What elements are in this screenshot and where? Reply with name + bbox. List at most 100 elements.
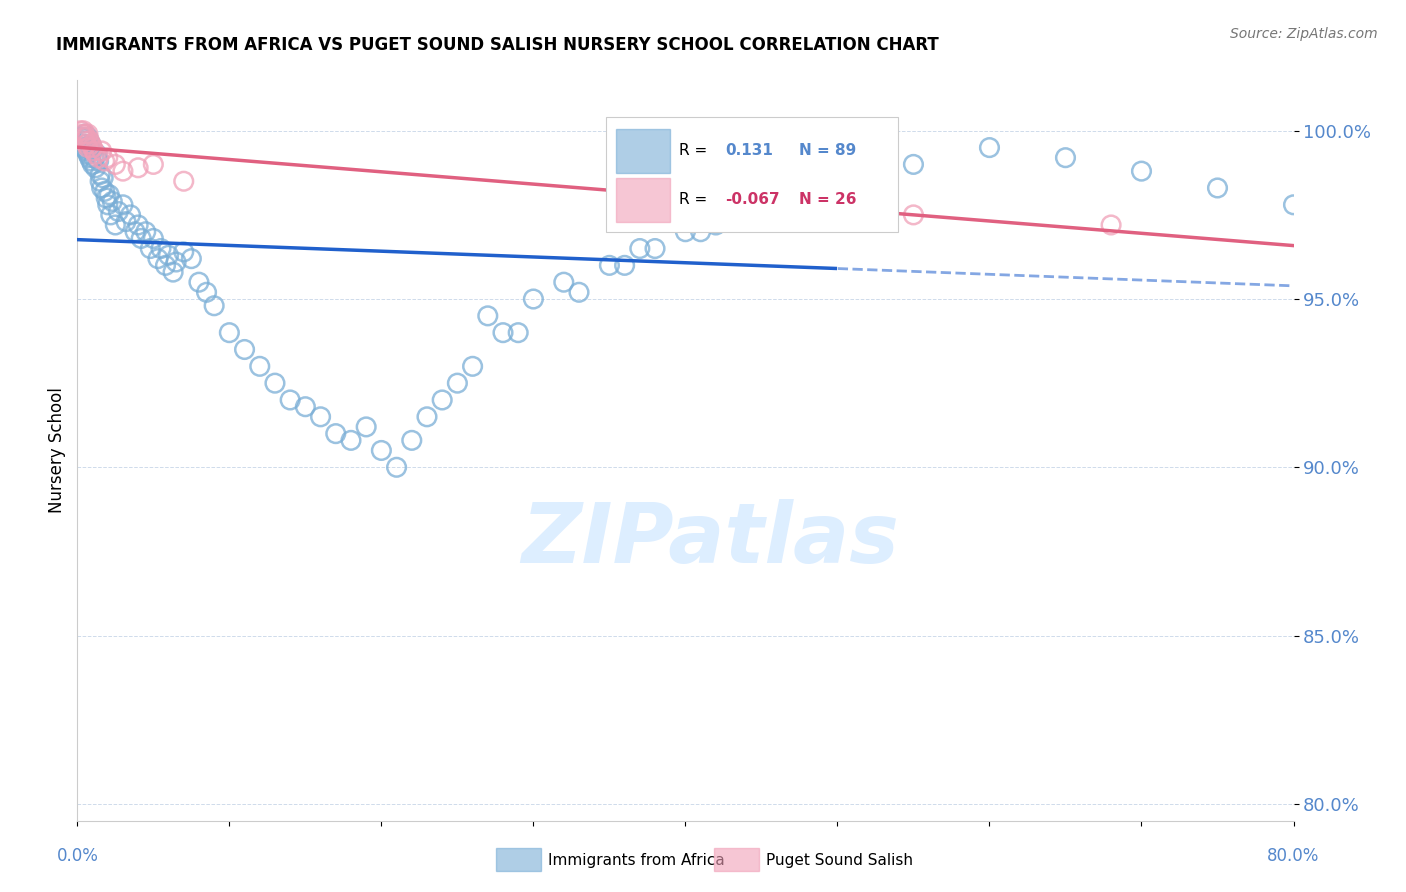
Point: [90, 144, 112, 158]
Point: [903, 157, 925, 171]
Text: 0.0%: 0.0%: [56, 847, 98, 865]
Point: [142, 157, 165, 171]
Text: Puget Sound Salish: Puget Sound Salish: [766, 854, 914, 868]
FancyBboxPatch shape: [616, 178, 669, 222]
Point: [82, 157, 104, 171]
Point: [568, 285, 591, 300]
Point: [104, 157, 127, 171]
Point: [75, 134, 97, 148]
Point: [80, 154, 103, 169]
Point: [142, 231, 165, 245]
Point: [70, 130, 93, 145]
Point: [162, 265, 184, 279]
Point: [202, 299, 225, 313]
Point: [82, 140, 104, 154]
Text: Source: ZipAtlas.com: Source: ZipAtlas.com: [1230, 27, 1378, 41]
Point: [827, 174, 849, 188]
Point: [1054, 151, 1077, 165]
Point: [1130, 164, 1153, 178]
Point: [77, 127, 100, 141]
Point: [139, 242, 162, 256]
Text: N = 26: N = 26: [799, 192, 856, 207]
Point: [72, 140, 94, 154]
Point: [188, 275, 211, 289]
Point: [86, 147, 108, 161]
Point: [79, 134, 101, 148]
Point: [278, 392, 301, 407]
Point: [79, 140, 101, 154]
Point: [1282, 198, 1305, 212]
Point: [111, 164, 134, 178]
Point: [93, 154, 115, 169]
Point: [218, 326, 240, 340]
Point: [87, 151, 110, 165]
Point: [80, 137, 103, 152]
Point: [135, 225, 157, 239]
Point: [249, 359, 271, 374]
Point: [370, 443, 392, 458]
Text: R =: R =: [679, 192, 707, 207]
Point: [89, 168, 111, 182]
Point: [70, 127, 93, 141]
Point: [104, 218, 127, 232]
Point: [903, 208, 925, 222]
Point: [675, 225, 697, 239]
Point: [979, 140, 1001, 154]
Point: [73, 127, 96, 141]
Point: [401, 434, 423, 448]
Text: 80.0%: 80.0%: [1267, 847, 1320, 865]
Point: [73, 127, 96, 141]
Point: [1099, 218, 1122, 232]
Point: [628, 242, 651, 256]
Text: IMMIGRANTS FROM AFRICA VS PUGET SOUND SALISH NURSERY SCHOOL CORRELATION CHART: IMMIGRANTS FROM AFRICA VS PUGET SOUND SA…: [56, 36, 939, 54]
Point: [82, 144, 104, 158]
Point: [124, 225, 146, 239]
Point: [127, 161, 149, 175]
Point: [101, 194, 124, 209]
Point: [87, 154, 110, 169]
Text: N = 89: N = 89: [799, 143, 856, 158]
Point: [73, 137, 96, 152]
Text: -0.067: -0.067: [725, 192, 780, 207]
Point: [84, 147, 107, 161]
Point: [80, 137, 103, 152]
Point: [89, 174, 111, 188]
Point: [689, 225, 711, 239]
Point: [1206, 181, 1229, 195]
Point: [77, 140, 100, 154]
Point: [111, 198, 134, 212]
Point: [79, 151, 101, 165]
FancyBboxPatch shape: [606, 117, 898, 232]
Point: [93, 184, 115, 198]
Point: [477, 309, 499, 323]
Text: ZIPatlas: ZIPatlas: [520, 499, 898, 580]
Point: [294, 400, 316, 414]
Point: [157, 248, 180, 262]
Point: [195, 285, 218, 300]
Point: [173, 174, 195, 188]
Point: [165, 255, 187, 269]
Point: [90, 181, 112, 195]
Point: [446, 376, 468, 391]
Point: [100, 208, 122, 222]
Point: [129, 231, 152, 245]
Point: [385, 460, 408, 475]
Point: [598, 258, 620, 272]
Point: [613, 258, 636, 272]
Point: [98, 187, 121, 202]
Point: [553, 275, 575, 289]
Text: 0.131: 0.131: [725, 143, 773, 158]
Point: [72, 130, 94, 145]
Point: [97, 151, 120, 165]
Point: [83, 144, 105, 158]
Point: [120, 208, 142, 222]
Point: [75, 130, 97, 145]
Point: [83, 151, 105, 165]
Point: [720, 208, 742, 222]
Point: [84, 161, 107, 175]
Point: [72, 124, 94, 138]
Point: [75, 144, 97, 158]
Point: [492, 326, 515, 340]
Point: [233, 343, 256, 357]
Point: [127, 218, 149, 232]
